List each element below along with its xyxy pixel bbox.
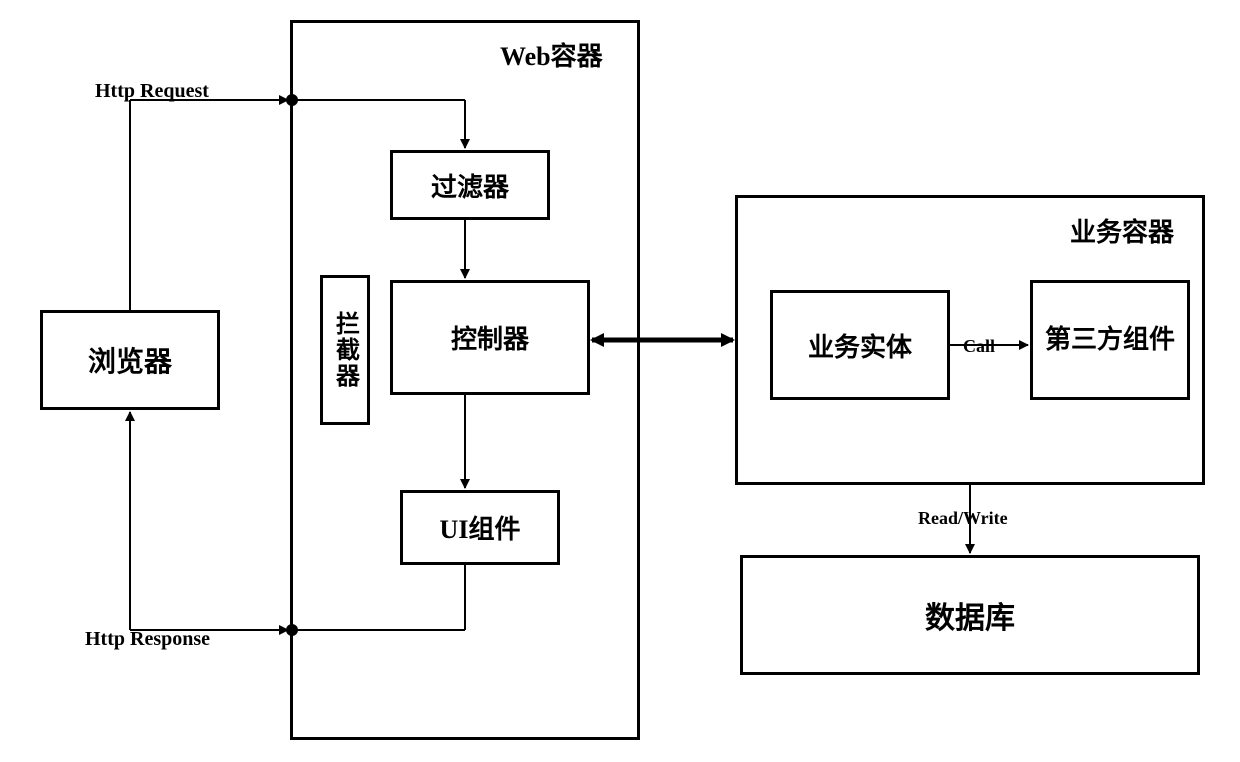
- third-party-box: 第三方组件: [1030, 280, 1190, 400]
- database-label: 数据库: [925, 593, 1015, 637]
- browser-box: 浏览器: [40, 310, 220, 410]
- web-container-title: Web容器: [500, 36, 603, 73]
- filter-box: 过滤器: [390, 150, 550, 220]
- browser-label: 浏览器: [88, 340, 172, 380]
- http-request-label: Http Request: [95, 80, 209, 103]
- call-label: Call: [963, 336, 995, 357]
- ui-component-box: UI组件: [400, 490, 560, 565]
- biz-container-title: 业务容器: [1070, 212, 1174, 249]
- third-party-label: 第三方组件: [1045, 323, 1175, 357]
- database-box: 数据库: [740, 555, 1200, 675]
- biz-entity-label: 业务实体: [808, 327, 912, 364]
- ui-component-label: UI组件: [440, 509, 521, 546]
- controller-box: 控制器: [390, 280, 590, 395]
- http-response-label: Http Response: [85, 628, 210, 651]
- interceptor-box: 拦截器: [320, 275, 370, 425]
- controller-label: 控制器: [451, 319, 529, 356]
- read-write-label: Read/Write: [918, 508, 1008, 529]
- biz-entity-box: 业务实体: [770, 290, 950, 400]
- interceptor-label: 拦截器: [328, 311, 363, 389]
- filter-label: 过滤器: [431, 167, 509, 204]
